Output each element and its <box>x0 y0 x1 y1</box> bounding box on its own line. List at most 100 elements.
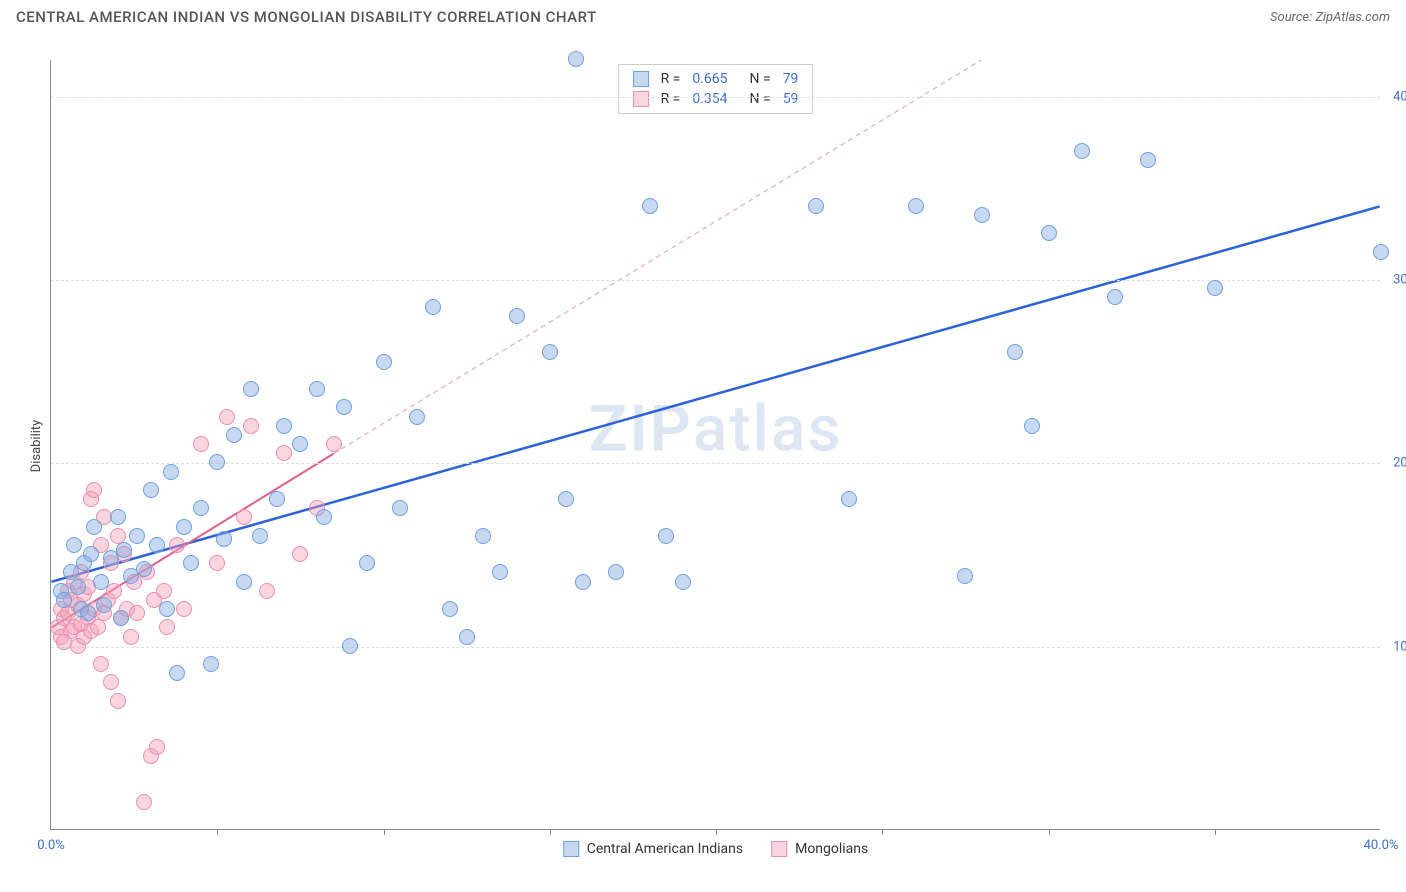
scatter-point <box>252 528 268 544</box>
chart-title: CENTRAL AMERICAN INDIAN VS MONGOLIAN DIS… <box>16 8 597 26</box>
scatter-point <box>442 601 458 617</box>
scatter-point <box>90 619 106 635</box>
source-attribution: Source: ZipAtlas.com <box>1270 10 1390 25</box>
scatter-point <box>86 519 102 535</box>
x-minor-tick <box>882 829 883 835</box>
legend-swatch <box>633 91 649 107</box>
scatter-point <box>542 344 558 360</box>
scatter-point <box>113 610 129 626</box>
scatter-point <box>608 564 624 580</box>
scatter-point <box>149 537 165 553</box>
gridline-horizontal <box>51 280 1380 281</box>
gridline-horizontal <box>51 647 1380 648</box>
scatter-point <box>176 519 192 535</box>
x-minor-tick <box>384 829 385 835</box>
scatter-point <box>163 464 179 480</box>
scatter-point <box>159 619 175 635</box>
y-tick-label: 10.0% <box>1393 639 1406 654</box>
scatter-point <box>841 491 857 507</box>
scatter-point <box>103 674 119 690</box>
scatter-point <box>66 537 82 553</box>
scatter-point <box>56 592 72 608</box>
chart-plot-area: ZIPatlas R =0.665N =79R =0.354N =59 Cent… <box>50 60 1380 830</box>
stats-legend-box: R = 0.665 N = 79R = 0.354 N = 59 <box>618 64 814 114</box>
scatter-point <box>193 500 209 516</box>
y-axis-label: Disability <box>29 420 44 473</box>
scatter-point <box>93 574 109 590</box>
source-label: Source: <box>1270 10 1315 25</box>
stats-n-label: N = <box>750 91 771 107</box>
stats-r-value: 0.665 <box>692 71 727 87</box>
scatter-point <box>110 528 126 544</box>
scatter-point <box>1041 225 1057 241</box>
scatter-point <box>292 546 308 562</box>
gridline-horizontal <box>51 97 1380 98</box>
scatter-point <box>219 409 235 425</box>
scatter-point <box>475 528 491 544</box>
stats-n-value: 59 <box>783 91 799 107</box>
stats-n-label: N = <box>750 71 771 87</box>
scatter-point <box>116 542 132 558</box>
scatter-point <box>568 51 584 67</box>
x-tick-label: 40.0% <box>1364 838 1399 853</box>
scatter-point <box>123 629 139 645</box>
x-minor-tick <box>1049 829 1050 835</box>
scatter-point <box>159 601 175 617</box>
scatter-point <box>492 564 508 580</box>
legend-swatch <box>771 841 787 857</box>
y-tick-label: 20.0% <box>1393 456 1406 471</box>
scatter-point <box>169 537 185 553</box>
scatter-point <box>259 583 275 599</box>
scatter-point <box>143 482 159 498</box>
legend-swatch <box>563 841 579 857</box>
stats-row: R = 0.665 N = 79 <box>619 69 813 89</box>
scatter-point <box>1074 143 1090 159</box>
trend-line <box>334 60 982 454</box>
scatter-point <box>236 509 252 525</box>
scatter-point <box>216 531 232 547</box>
scatter-point <box>129 605 145 621</box>
scatter-point <box>1007 344 1023 360</box>
scatter-point <box>558 491 574 507</box>
scatter-point <box>193 436 209 452</box>
y-tick-label: 30.0% <box>1393 273 1406 288</box>
scatter-point <box>243 418 259 434</box>
scatter-point <box>70 579 86 595</box>
scatter-point <box>459 629 475 645</box>
scatter-point <box>575 574 591 590</box>
scatter-point <box>183 555 199 571</box>
scatter-point <box>359 555 375 571</box>
scatter-point <box>276 445 292 461</box>
source-value: ZipAtlas.com <box>1315 10 1390 25</box>
legend-label: Mongolians <box>795 841 868 857</box>
scatter-point <box>675 574 691 590</box>
scatter-point <box>658 528 674 544</box>
stats-row: R =0.354N =59 <box>619 89 813 109</box>
x-tick-label: 0.0% <box>37 838 65 853</box>
watermark-part1: ZIP <box>589 392 693 467</box>
scatter-point <box>409 409 425 425</box>
scatter-point <box>276 418 292 434</box>
scatter-point <box>110 693 126 709</box>
scatter-point <box>156 583 172 599</box>
scatter-point <box>110 509 126 525</box>
x-minor-tick <box>716 829 717 835</box>
scatter-point <box>376 354 392 370</box>
scatter-point <box>642 198 658 214</box>
scatter-point <box>326 436 342 452</box>
scatter-point <box>1107 289 1123 305</box>
stats-n-value: 79 <box>783 71 799 87</box>
scatter-point <box>1207 280 1223 296</box>
stats-r-value: 0.354 <box>692 91 727 107</box>
scatter-point <box>149 739 165 755</box>
scatter-point <box>336 399 352 415</box>
scatter-point <box>1140 152 1156 168</box>
stats-r-label: R = <box>661 71 681 87</box>
legend-label: Central American Indians <box>587 841 743 857</box>
watermark-part2: atlas <box>693 392 843 467</box>
watermark: ZIPatlas <box>589 392 843 467</box>
scatter-point <box>243 381 259 397</box>
scatter-point <box>908 198 924 214</box>
gridline-horizontal <box>51 463 1380 464</box>
scatter-point <box>509 308 525 324</box>
